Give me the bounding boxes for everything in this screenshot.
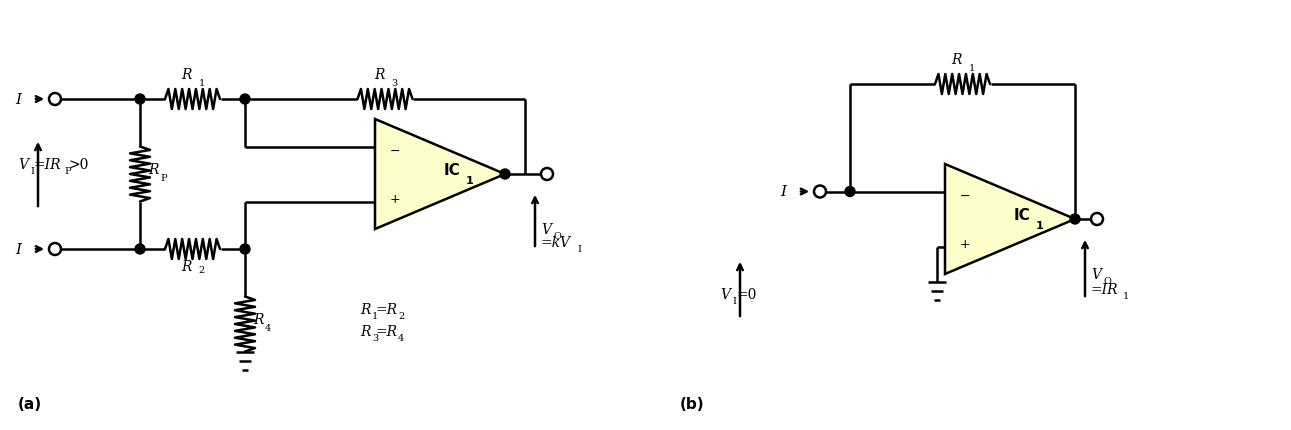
Text: V: V [541,222,551,236]
Text: R: R [181,259,192,273]
Text: R: R [253,312,263,326]
Text: I: I [15,243,21,256]
Text: V: V [1091,267,1101,281]
Circle shape [1091,214,1103,225]
Text: $+$: $+$ [959,237,971,250]
Text: (a): (a) [18,396,43,412]
Text: 1: 1 [199,79,205,88]
Text: $-$: $-$ [959,189,970,202]
Text: IC: IC [1013,208,1030,223]
Text: O: O [553,232,560,241]
Text: $+$: $+$ [389,192,400,205]
Text: 3: 3 [372,334,378,343]
Text: V: V [720,287,729,301]
Circle shape [240,95,250,105]
Text: P: P [160,174,167,183]
Text: R: R [374,68,385,82]
Text: 1: 1 [466,175,474,186]
Text: (b): (b) [680,396,705,412]
Text: 3: 3 [391,79,398,88]
Circle shape [500,169,510,180]
Text: O: O [1103,277,1110,286]
Text: 1: 1 [372,312,378,321]
Circle shape [49,94,61,106]
Text: 2: 2 [398,312,404,321]
Text: =R: =R [376,324,398,338]
Text: I: I [15,93,21,107]
Text: I: I [732,297,736,306]
Text: 4: 4 [265,324,271,333]
Text: R: R [360,302,371,316]
Text: I: I [780,185,786,199]
Circle shape [846,187,855,197]
Text: =R: =R [376,302,398,316]
Text: R: R [181,68,192,82]
Text: I: I [30,167,34,176]
Polygon shape [374,120,505,230]
Text: =0: =0 [736,287,757,301]
Polygon shape [945,165,1075,274]
Text: =kV: =kV [541,236,571,249]
Text: IC: IC [444,163,461,178]
Text: R: R [951,53,962,67]
Circle shape [136,244,145,255]
Text: >0: >0 [68,158,88,172]
Text: 1: 1 [1035,221,1043,230]
Circle shape [815,186,826,198]
Circle shape [49,243,61,255]
Text: =IR: =IR [1091,283,1118,296]
Text: 2: 2 [199,265,205,274]
Circle shape [136,95,145,105]
Circle shape [240,244,250,255]
Circle shape [541,169,553,181]
Text: R: R [360,324,371,338]
Text: 1: 1 [1123,292,1130,301]
Text: V: V [18,158,28,172]
Text: =IR: =IR [34,158,62,172]
Circle shape [1070,215,1081,224]
Text: I: I [577,245,581,254]
Text: R: R [148,163,159,177]
Text: $-$: $-$ [389,144,400,157]
Text: P: P [65,167,71,176]
Text: 4: 4 [398,334,404,343]
Text: 1: 1 [968,64,975,73]
